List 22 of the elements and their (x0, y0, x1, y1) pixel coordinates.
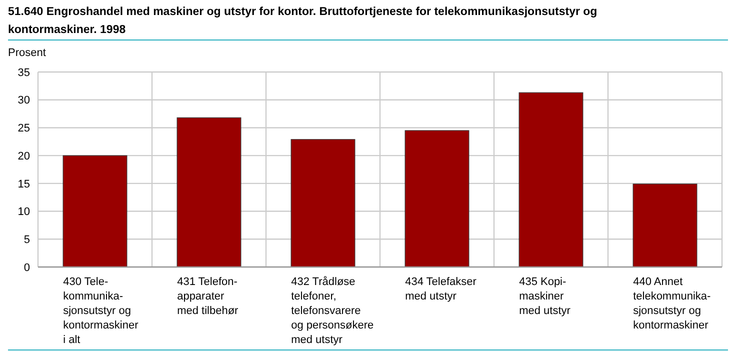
bar (62, 155, 128, 268)
x-tick-label: 432 Trådløse telefoner, telefonsvarere og personsøkere med utstyr (291, 276, 374, 346)
y-tick-label: 25 (18, 122, 30, 135)
x-tick-label: 434 Telefakser med utstyr (405, 276, 477, 302)
bar (404, 130, 470, 268)
x-tick-label: 431 Telefon- apparater med tilbehør (177, 276, 239, 317)
bar (176, 117, 242, 268)
x-tick-label: 430 Tele- kommunika- sjonsutstyr og kontormaskiner i alt (63, 276, 139, 346)
y-tick-label: 30 (18, 94, 30, 107)
y-tick-label: 10 (18, 206, 30, 218)
y-tick-label: 5 (24, 234, 30, 246)
y-tick-label: 15 (18, 178, 30, 190)
x-tick-label: 440 Annet telekommunika- sjonsutstyr og kontormaskiner (633, 276, 712, 332)
bar (518, 92, 584, 268)
y-tick-label: 0 (24, 262, 30, 274)
x-tick-label: 435 Kopi- maskiner med utstyr (519, 276, 571, 317)
y-axis-title: Prosent (8, 47, 46, 59)
chart-title: 51.640 Engroshandel med maskiner og utstyr for kontor. Bruttofortjeneste for telekommunikasjonsutstyr og kontormaskiner. 1998 (8, 6, 598, 36)
y-tick-label: 20 (18, 150, 30, 162)
y-tick-label: 35 (18, 66, 30, 79)
bar (632, 184, 698, 268)
bar (290, 139, 356, 268)
